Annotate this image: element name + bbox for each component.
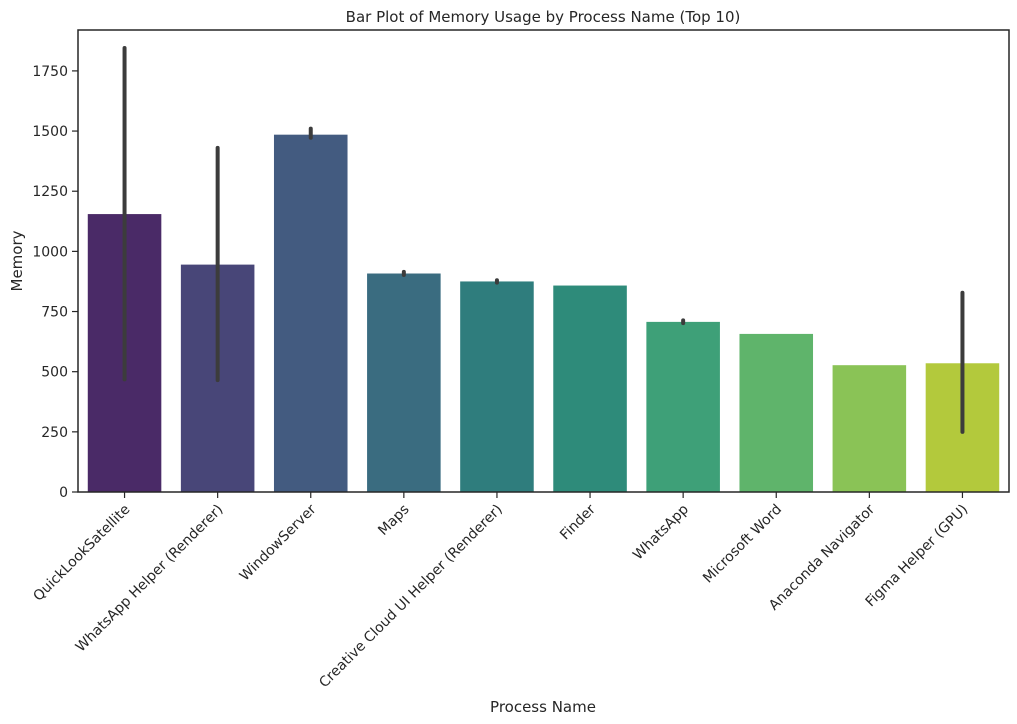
x-tick-label: Anaconda Navigator [766, 501, 878, 613]
y-tick-label: 1500 [32, 124, 68, 140]
x-axis-label: Process Name [490, 698, 596, 716]
bar [367, 273, 441, 492]
x-tick-label: QuickLookSatellite [30, 502, 133, 605]
x-tick-label: Creative Cloud UI Helper (Renderer) [316, 502, 505, 691]
y-tick-label: 0 [59, 485, 68, 501]
x-tick-label: Finder [557, 501, 599, 543]
y-tick-label: 500 [41, 365, 68, 381]
y-tick-label: 1750 [32, 64, 68, 80]
y-tick-label: 1000 [32, 244, 68, 260]
x-tick-label: Microsoft Word [700, 502, 785, 587]
plot-frame [77, 29, 1010, 493]
y-axis-label: Memory [8, 230, 26, 291]
y-tick-label: 250 [41, 425, 68, 441]
bar [646, 321, 720, 492]
bar [273, 134, 348, 492]
y-tick-label: 1250 [32, 184, 68, 200]
x-tick-label: Maps [375, 502, 412, 539]
bar [739, 333, 814, 492]
x-tick-label: WindowServer [237, 501, 320, 584]
bar-series [87, 134, 1000, 492]
error-bars [122, 46, 965, 434]
x-tick-label: WhatsApp Helper (Renderer) [73, 502, 227, 656]
y-tick-label: 750 [41, 305, 68, 321]
bar [553, 285, 627, 492]
x-tick-label: Figma Helper (GPU) [863, 502, 972, 611]
chart-title: Bar Plot of Memory Usage by Process Name… [346, 8, 741, 26]
y-axis: 0 250 500 750 1000 1250 1500 1750 [32, 64, 78, 501]
x-tick-label: WhatsApp [630, 501, 692, 563]
bar [460, 281, 534, 492]
bar [832, 365, 907, 492]
